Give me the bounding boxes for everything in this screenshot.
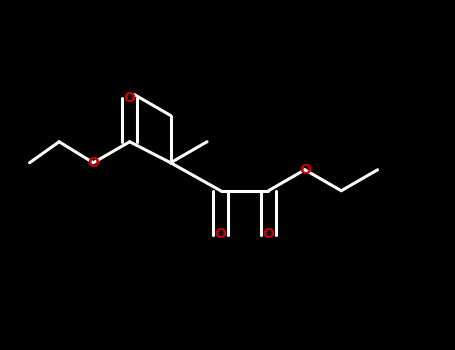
Text: O: O [124,91,136,105]
Text: O: O [215,228,227,241]
Text: O: O [263,228,274,241]
Text: O: O [299,163,311,177]
Text: O: O [87,156,99,170]
